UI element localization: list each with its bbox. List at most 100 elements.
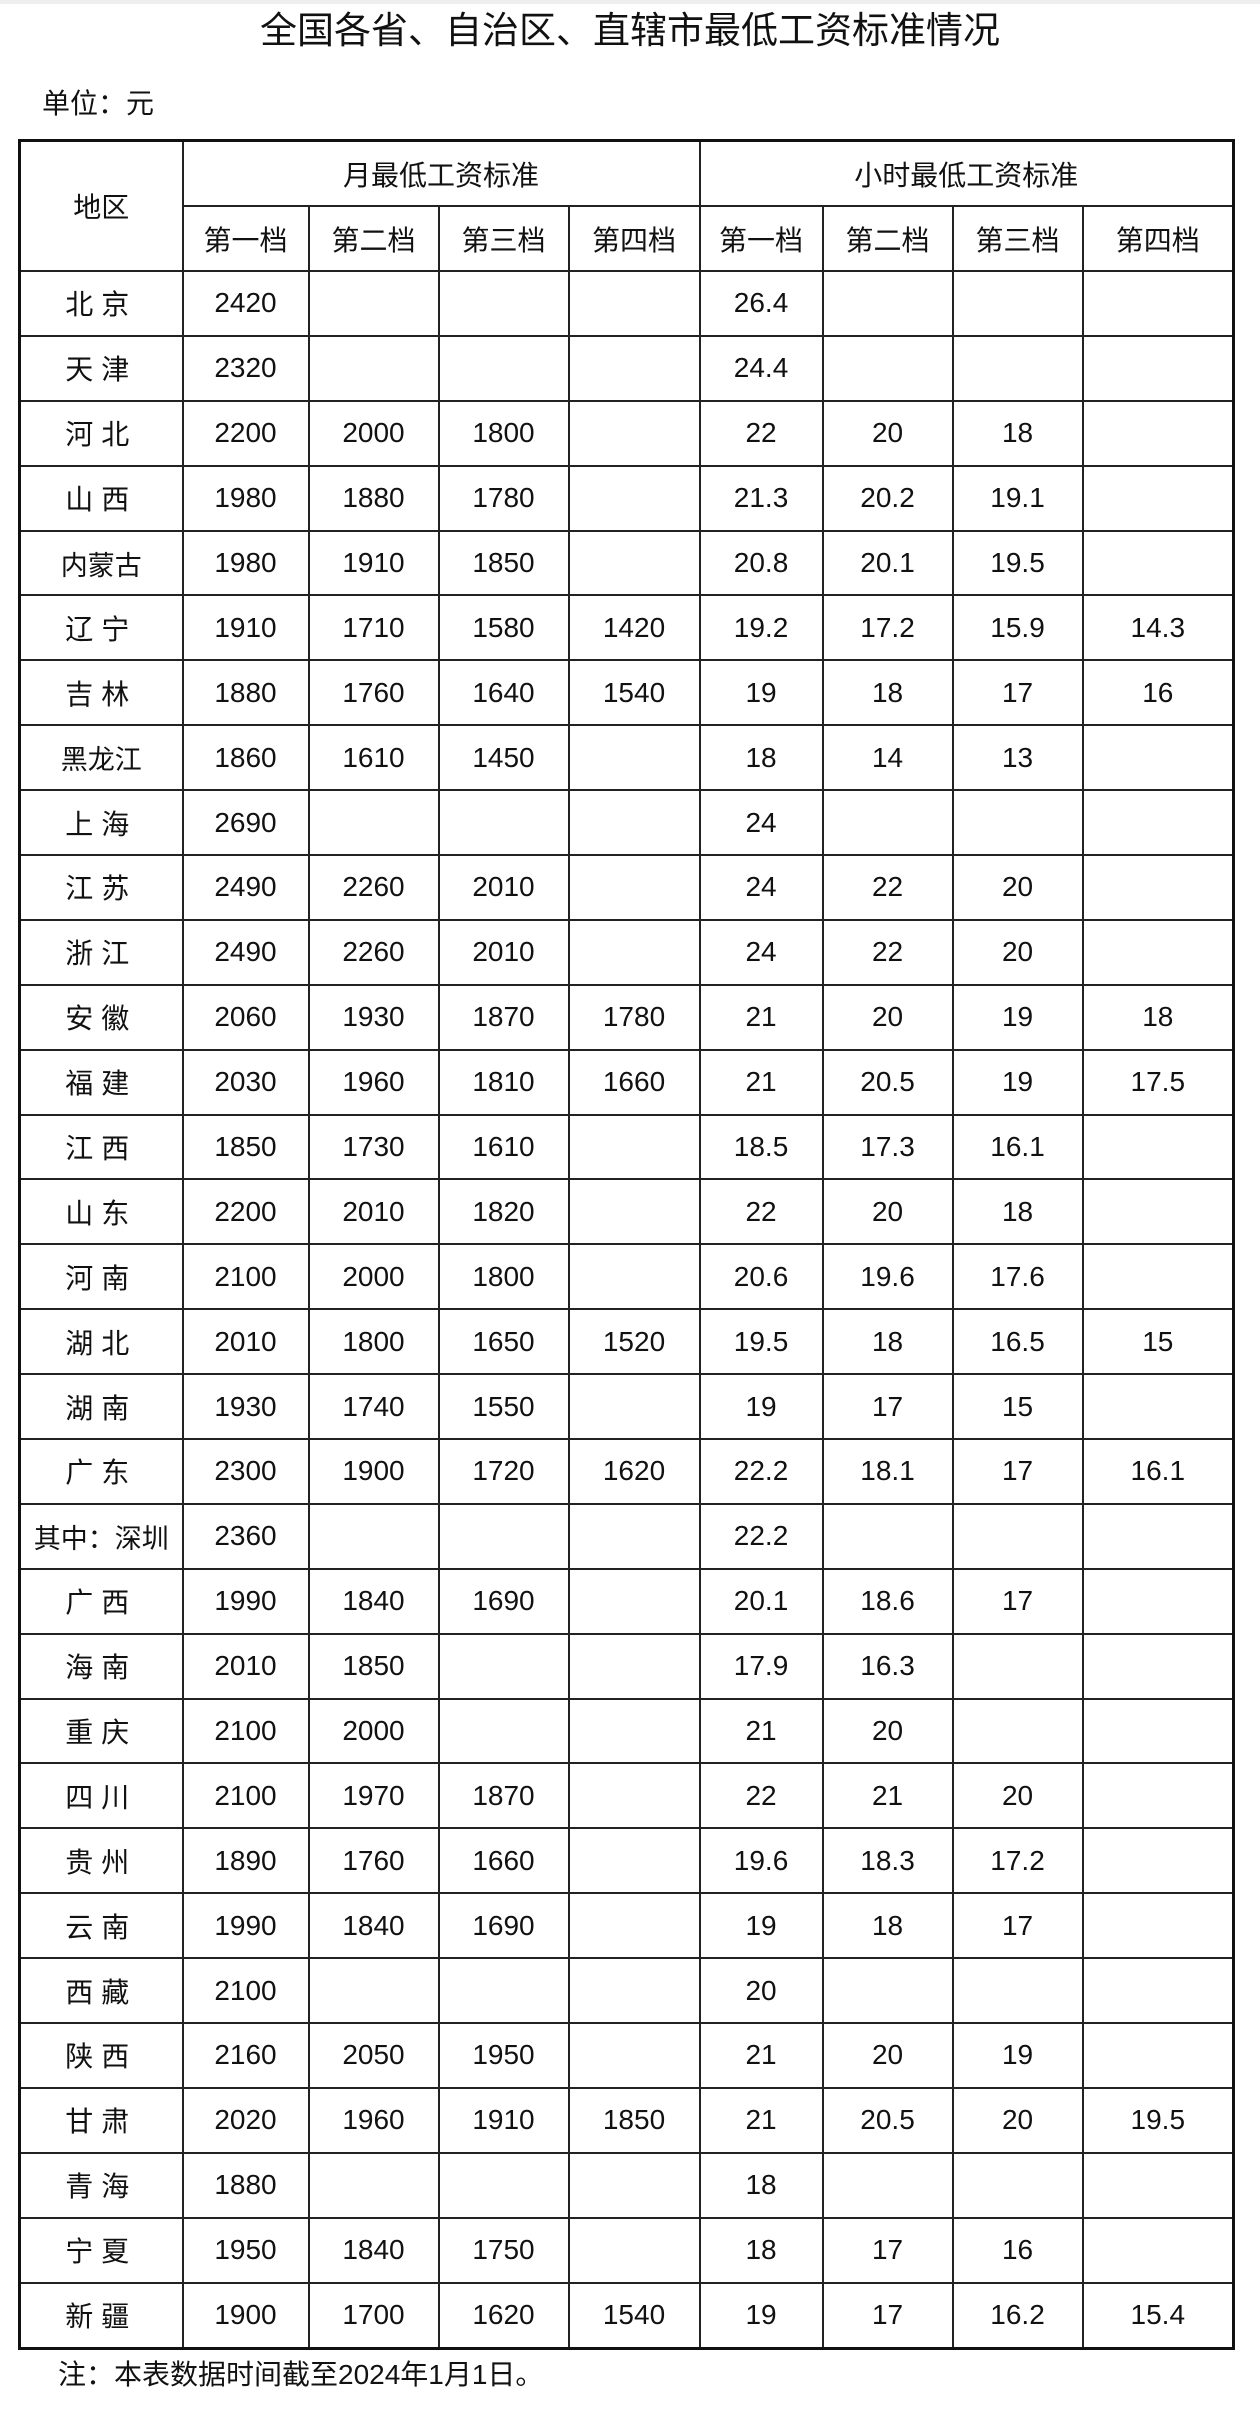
- hourly-wage-cell: [951, 1632, 1084, 1700]
- monthly-wage-cell: 1610: [307, 724, 440, 792]
- hourly-wage-cell: [951, 270, 1084, 337]
- hourly-wage-cell: 17.3: [821, 1113, 954, 1181]
- monthly-wage-cell: [437, 2151, 570, 2219]
- hourly-wage-cell: 18: [951, 1178, 1084, 1246]
- monthly-wage-cell: 1660: [437, 1827, 570, 1895]
- hourly-wage-cell: 20.1: [821, 529, 954, 597]
- region-cell: 新疆: [18, 2281, 184, 2350]
- hourly-wage-cell: 18: [698, 2151, 824, 2219]
- hourly-wage-cell: 16.5: [951, 1308, 1084, 1376]
- region-cell: 宁夏: [18, 2216, 184, 2284]
- monthly-wage-cell: [567, 1178, 701, 1246]
- hourly-wage-cell: 16: [951, 2216, 1084, 2284]
- monthly-wage-cell: 2300: [181, 1438, 310, 1505]
- monthly-wage-cell: 1540: [567, 2281, 701, 2350]
- region-cell: 重庆: [18, 1697, 184, 1765]
- hourly-wage-cell: [1081, 1373, 1235, 1441]
- table-row: 广东 2300 1900 1720 1620 22.2 18.1 17 16.1: [18, 1438, 1235, 1505]
- table-row: 山西 1980 1880 1780 21.3 20.2 19.1: [18, 464, 1235, 532]
- hourly-wage-cell: 16.2: [951, 2281, 1084, 2350]
- table-row: 福建 2030 1960 1810 1660 21 20.5 19 17.5: [18, 1048, 1235, 1116]
- table-row: 上海 2690 24: [18, 789, 1235, 857]
- hourly-wage-cell: 17.9: [698, 1632, 824, 1700]
- monthly-wage-cell: [567, 399, 701, 467]
- hourly-wage-cell: 19.2: [698, 594, 824, 662]
- monthly-wage-cell: [567, 270, 701, 337]
- monthly-wage-cell: 2000: [307, 1697, 440, 1765]
- monthly-wage-cell: 1910: [307, 529, 440, 597]
- hourly-wage-cell: 26.4: [698, 270, 824, 337]
- table-row: 浙江 2490 2260 2010 24 22 20: [18, 918, 1235, 986]
- table-row: 陕西 2160 2050 1950 21 20 19: [18, 2022, 1235, 2089]
- monthly-wage-cell: 2490: [181, 854, 310, 921]
- hourly-wage-cell: 16.1: [951, 1113, 1084, 1181]
- region-cell: 陕西: [18, 2022, 184, 2089]
- region-cell: 浙江: [18, 918, 184, 986]
- hourly-wage-cell: 20.1: [698, 1567, 824, 1635]
- region-cell: 四川: [18, 1762, 184, 1830]
- table-row: 山东 2200 2010 1820 22 20 18: [18, 1178, 1235, 1246]
- monthly-wage-cell: 1870: [437, 983, 570, 1051]
- hourly-wage-cell: 21: [698, 2086, 824, 2154]
- hourly-wage-cell: 17: [951, 659, 1084, 727]
- region-cell: 贵州: [18, 1827, 184, 1895]
- region-header: 地区: [18, 139, 184, 272]
- region-cell: 河南: [18, 1243, 184, 1311]
- hourly-wage-cell: 18.6: [821, 1567, 954, 1635]
- hourly-wage-cell: 18: [698, 724, 824, 792]
- hourly-wage-cell: 16: [1081, 659, 1235, 727]
- region-cell: 江苏: [18, 854, 184, 921]
- top-edge: [0, 0, 1260, 4]
- monthly-wage-cell: 2000: [307, 399, 440, 467]
- monthly-wage-cell: 1520: [567, 1308, 701, 1376]
- table-row: 江西 1850 1730 1610 18.5 17.3 16.1: [18, 1113, 1235, 1181]
- table-row: 辽宁 1910 1710 1580 1420 19.2 17.2 15.9 14.3: [18, 594, 1235, 662]
- hourly-wage-cell: 19: [951, 983, 1084, 1051]
- monthly-wage-cell: 1620: [567, 1438, 701, 1505]
- hourly-wage-cell: 18: [1081, 983, 1235, 1051]
- table-row: 贵州 1890 1760 1660 19.6 18.3 17.2: [18, 1827, 1235, 1895]
- hourly-wage-cell: 17: [951, 1567, 1084, 1635]
- hourly-wage-cell: 16.3: [821, 1632, 954, 1700]
- monthly-wage-cell: [567, 2216, 701, 2284]
- hourly-wage-cell: [821, 789, 954, 857]
- monthly-wage-cell: [437, 1632, 570, 1700]
- hourly-wage-cell: [1081, 1957, 1235, 2025]
- monthly-wage-cell: 2050: [307, 2022, 440, 2089]
- hourly-wage-cell: 19: [698, 1892, 824, 1960]
- monthly-wage-cell: 1800: [437, 1243, 570, 1311]
- region-cell: 吉林: [18, 659, 184, 727]
- monthly-tier-header: 第三档: [437, 205, 570, 272]
- hourly-tier-header: 第一档: [698, 205, 824, 272]
- monthly-wage-cell: [567, 1373, 701, 1441]
- hourly-wage-cell: 21: [698, 2022, 824, 2089]
- hourly-wage-cell: [1081, 2151, 1235, 2219]
- monthly-wage-cell: [307, 270, 440, 337]
- hourly-wage-cell: [1081, 399, 1235, 467]
- region-cell: 江西: [18, 1113, 184, 1181]
- monthly-wage-cell: [437, 1697, 570, 1765]
- hourly-wage-cell: [951, 2151, 1084, 2219]
- monthly-wage-cell: 1700: [307, 2281, 440, 2350]
- hourly-wage-cell: 21: [821, 1762, 954, 1830]
- monthly-wage-cell: [567, 854, 701, 921]
- hourly-wage-cell: 22: [698, 1762, 824, 1830]
- monthly-wage-cell: [307, 1502, 440, 1570]
- hourly-wage-cell: 21: [698, 1048, 824, 1116]
- monthly-wage-cell: [567, 464, 701, 532]
- monthly-wage-cell: 1980: [181, 529, 310, 597]
- hourly-wage-cell: 22: [821, 918, 954, 986]
- hourly-wage-cell: 19.5: [1081, 2086, 1235, 2154]
- hourly-wage-cell: [951, 1957, 1084, 2025]
- monthly-wage-cell: 1840: [307, 1892, 440, 1960]
- table-row: 湖南 1930 1740 1550 19 17 15: [18, 1373, 1235, 1441]
- monthly-wage-cell: [567, 1697, 701, 1765]
- monthly-wage-cell: 1760: [307, 659, 440, 727]
- table-row: 西藏 2100 20: [18, 1957, 1235, 2025]
- monthly-wage-cell: 1820: [437, 1178, 570, 1246]
- hourly-wage-cell: 19: [698, 2281, 824, 2350]
- hourly-wage-cell: [1081, 270, 1235, 337]
- monthly-wage-cell: 1950: [437, 2022, 570, 2089]
- unit-label: 单位：元: [42, 88, 155, 119]
- hourly-wage-cell: [1081, 854, 1235, 921]
